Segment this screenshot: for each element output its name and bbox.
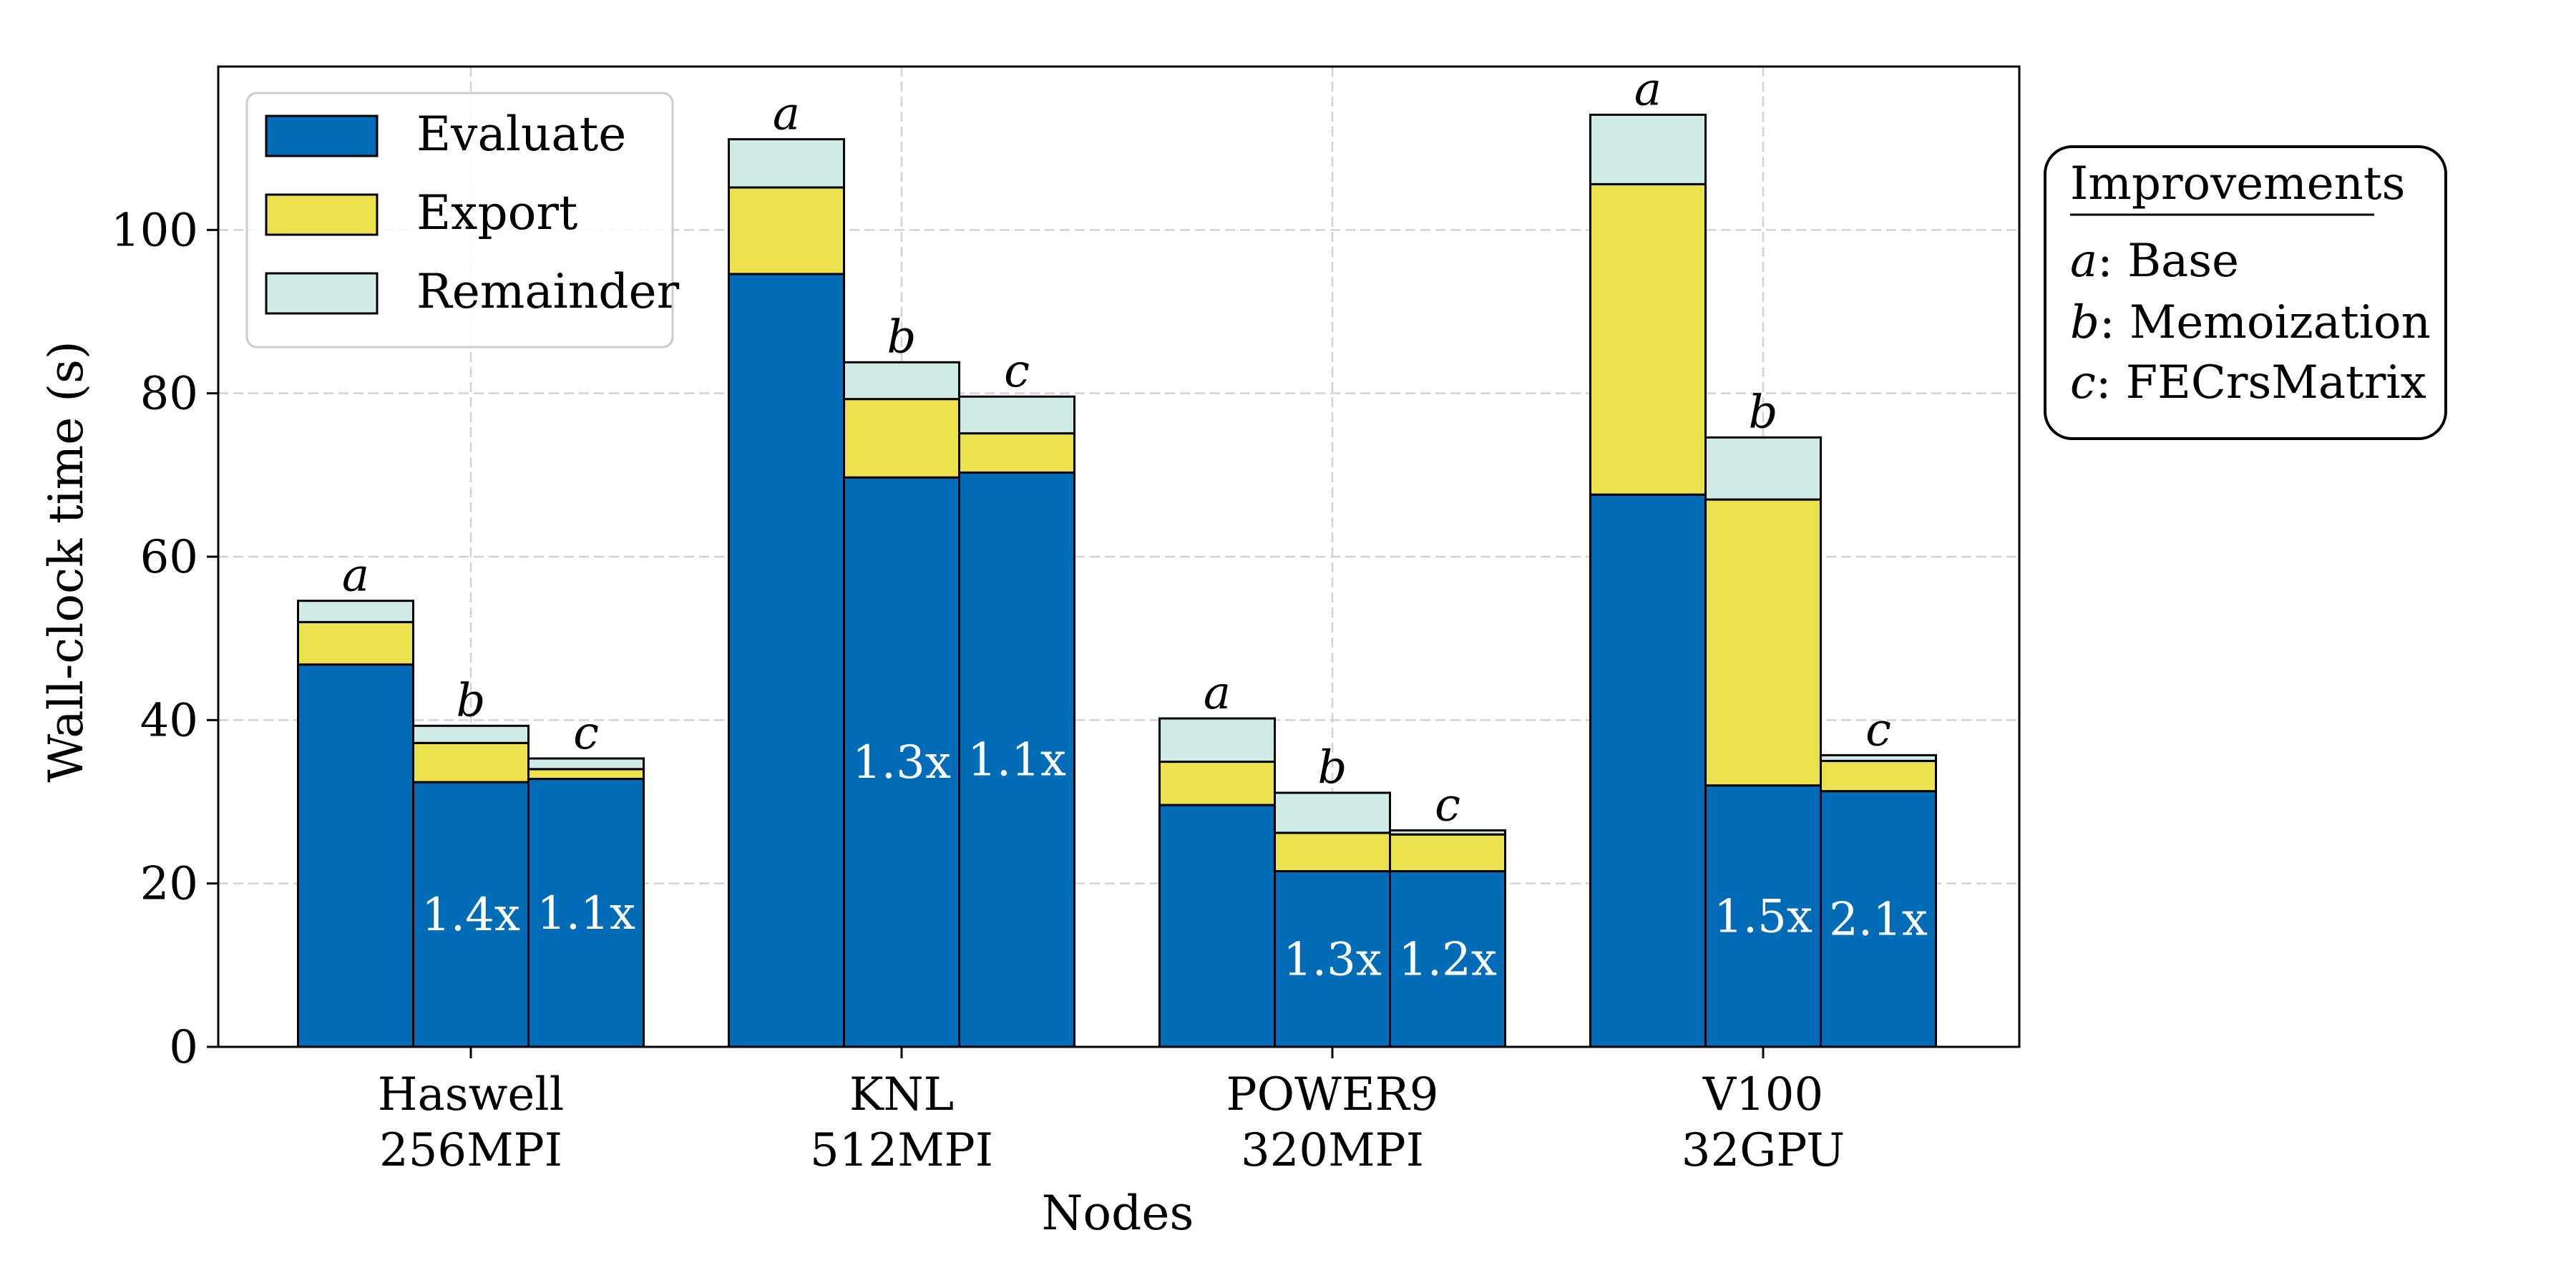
bar-speedup-label: 1.1x: [967, 734, 1066, 787]
bar-variant-label: a: [1634, 63, 1662, 116]
bar-segment-export: [1274, 831, 1391, 873]
bar-segment-evaluate: [527, 778, 645, 1048]
bar-speedup-label: 1.2x: [1398, 933, 1497, 986]
y-tick-label: 0: [169, 1021, 198, 1074]
y-tick-label: 40: [140, 694, 198, 747]
bar-variant-label: a: [773, 88, 800, 141]
bar-segment-remainder: [1274, 791, 1391, 834]
bar-segment-export: [1589, 182, 1707, 496]
bar-variant-label: b: [1318, 741, 1347, 794]
legend-swatch-remainder: [265, 272, 379, 315]
bar-segment-export: [1389, 833, 1506, 873]
bar-segment-remainder: [728, 138, 845, 189]
bar-segment-remainder: [1820, 753, 1937, 762]
bar-segment-remainder: [1704, 436, 1822, 501]
y-axis-label: Wall-clock time (s): [39, 341, 94, 782]
bar-segment-remainder: [297, 600, 414, 623]
bar-speedup-label: 1.3x: [852, 736, 951, 789]
bar-segment-remainder: [1589, 113, 1707, 185]
bar-segment-export: [412, 741, 530, 784]
x-tick-label-line1: KNL: [849, 1068, 954, 1121]
bar-segment-remainder: [412, 724, 530, 744]
bar-segment-evaluate: [843, 476, 960, 1048]
bar-segment-evaluate: [1589, 493, 1707, 1048]
improvement-c: c: FECrsMatrix: [2070, 356, 2426, 409]
bar-segment-export: [843, 398, 960, 479]
bar-variant-label: a: [342, 550, 369, 602]
bar-segment-evaluate: [1704, 784, 1822, 1048]
legend-swatch-export: [265, 193, 379, 236]
bar-variant-label: c: [1435, 779, 1460, 831]
bar-segment-export: [527, 768, 645, 781]
bar-segment-export: [1158, 761, 1276, 806]
bar-variant-label: c: [573, 707, 599, 760]
improvements-title: Improvements: [2070, 157, 2405, 210]
bar-segment-evaluate: [297, 663, 414, 1048]
x-tick-label-line2: 320MPI: [1241, 1124, 1424, 1177]
x-tick-label-line2: 512MPI: [810, 1124, 993, 1177]
bar-segment-export: [958, 432, 1075, 474]
bar-segment-export: [1820, 759, 1937, 793]
bar-segment-remainder: [1389, 829, 1506, 836]
improvement-b: b: Memoization: [2070, 296, 2431, 349]
y-tick-label: 20: [140, 858, 198, 911]
bar-segment-export: [728, 186, 845, 275]
bar-segment-remainder: [958, 395, 1075, 435]
improvements-frame: [2044, 145, 2447, 440]
bar-variant-label: b: [457, 674, 486, 727]
legend-label-remainder: Remainder: [416, 264, 680, 319]
bar-segment-remainder: [527, 757, 645, 771]
bar-segment-evaluate: [1158, 804, 1276, 1048]
bar-variant-label: c: [1865, 703, 1891, 756]
bar-segment-evaluate: [728, 273, 845, 1048]
bar-segment-evaluate: [1389, 870, 1506, 1048]
improvement-a: a: Base: [2070, 235, 2239, 288]
bar-speedup-label: 1.4x: [421, 889, 520, 942]
bar-variant-label: b: [887, 311, 917, 364]
x-tick-label-line2: 32GPU: [1682, 1124, 1845, 1177]
bar-labels: a b 1.4x c 1.1x a b 1.3x c 1.1x a b 1.3x c 1.2x a b 1.5x c…: [342, 63, 1928, 986]
legend-swatch-evaluate: [265, 114, 379, 157]
bar-segment-remainder: [843, 361, 960, 401]
y-tick-label: 80: [140, 368, 198, 421]
bar-variant-label: c: [1004, 345, 1030, 398]
legend-label-evaluate: Evaluate: [416, 107, 626, 162]
bar-speedup-label: 1.1x: [537, 887, 635, 940]
bar-segment-export: [1704, 498, 1822, 787]
improvements-box: Improvements a: Base b: Memoization c: F…: [2044, 145, 2447, 440]
x-tick-label-line1: POWER9: [1226, 1068, 1439, 1121]
legend-label-export: Export: [416, 185, 577, 240]
bar-segment-export: [297, 620, 414, 666]
bar-variant-label: b: [1749, 386, 1778, 439]
bar-segment-evaluate: [412, 781, 530, 1048]
y-tick-label: 100: [111, 204, 198, 257]
x-tick-label-line1: Haswell: [378, 1068, 564, 1121]
x-tick-label-line2: 256MPI: [379, 1124, 562, 1177]
bar-segment-remainder: [1158, 717, 1276, 763]
bar-segment-evaluate: [1820, 790, 1937, 1048]
bar-variant-label: a: [1204, 667, 1231, 720]
x-axis-label: Nodes: [1042, 1186, 1194, 1241]
bar-speedup-label: 1.3x: [1283, 933, 1382, 986]
legend: Evaluate Export Remainder: [245, 92, 680, 348]
x-tick-label-line1: V100: [1702, 1068, 1823, 1121]
bar-segment-evaluate: [958, 471, 1075, 1048]
bar-speedup-label: 2.1x: [1829, 893, 1928, 946]
y-tick-label: 60: [140, 531, 198, 584]
bar-speedup-label: 1.5x: [1714, 890, 1813, 943]
bars: [297, 113, 1937, 1048]
